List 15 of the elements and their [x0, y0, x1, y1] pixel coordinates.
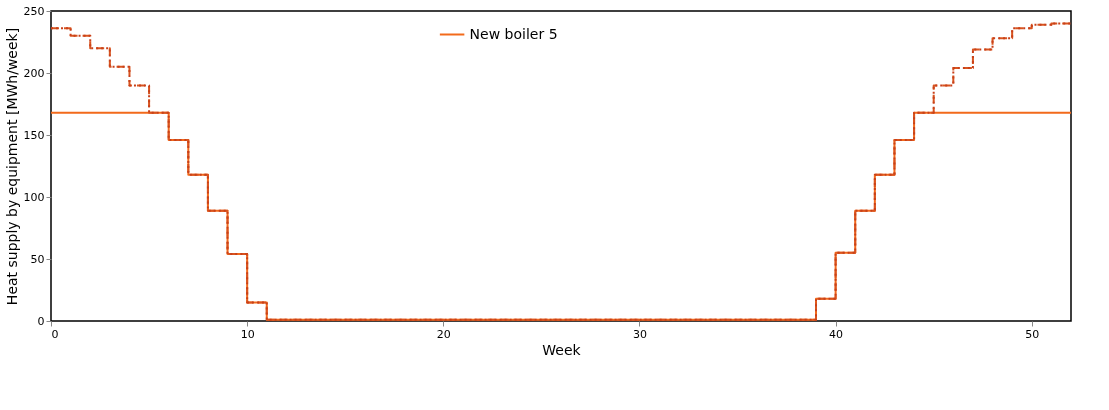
legend-label: New boiler 5 [469, 25, 558, 42]
x-tick-label: 10 [240, 327, 255, 341]
x-tick-label: 50 [1025, 327, 1040, 341]
y-axis-title: Heat supply by equipment [MWh/week] [3, 27, 20, 306]
x-tick-label: 0 [51, 327, 59, 341]
y-tick-label: 100 [23, 190, 45, 204]
x-tick-label: 20 [436, 327, 451, 341]
y-tick-label: 250 [23, 4, 45, 18]
y-tick-label: 200 [23, 66, 45, 80]
x-tick-label: 40 [829, 327, 844, 341]
x-tick-label: 30 [632, 327, 647, 341]
y-tick-label: 50 [30, 252, 45, 266]
y-tick-label: 150 [23, 128, 45, 142]
y-tick-label: 0 [37, 314, 45, 328]
x-axis-title: Week [542, 341, 582, 358]
